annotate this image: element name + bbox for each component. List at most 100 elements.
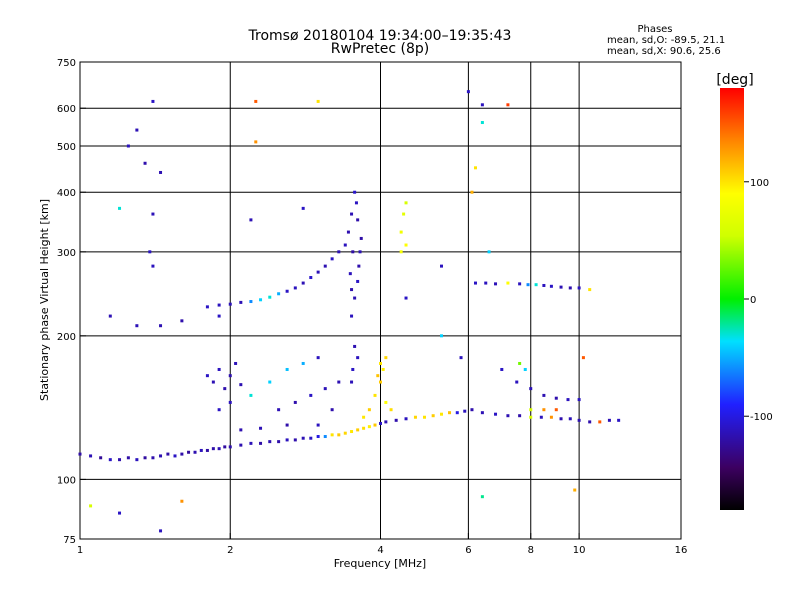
data-point — [573, 488, 577, 492]
data-point — [228, 302, 232, 306]
data-point — [357, 264, 361, 268]
data-point — [367, 408, 371, 412]
data-point — [466, 90, 470, 94]
data-point — [399, 250, 403, 254]
data-point — [346, 230, 350, 234]
data-point — [470, 408, 474, 412]
data-point — [285, 289, 289, 293]
data-point — [399, 230, 403, 234]
data-point — [337, 433, 341, 437]
data-point — [549, 284, 553, 288]
x-axis-label: Frequency [MHz] — [334, 557, 426, 570]
data-point — [234, 361, 238, 365]
data-point — [99, 456, 103, 460]
data-point — [518, 282, 522, 286]
data-point — [135, 128, 139, 132]
data-point — [494, 282, 498, 286]
data-point — [205, 305, 209, 309]
data-point — [381, 367, 385, 371]
data-point — [193, 450, 197, 454]
data-point — [337, 380, 341, 384]
data-point — [459, 356, 463, 360]
data-point — [394, 418, 398, 422]
data-point — [223, 445, 227, 449]
data-point — [135, 324, 139, 328]
data-point — [337, 250, 341, 254]
data-point — [448, 411, 452, 415]
data-point — [539, 415, 543, 419]
data-point — [431, 414, 435, 418]
data-point — [480, 121, 484, 125]
data-point — [350, 430, 354, 434]
colorbar-tick-label: 0 — [750, 295, 756, 306]
data-point — [277, 292, 281, 296]
y-axis-label: Stationary phase Virtual Height [km] — [38, 199, 51, 401]
data-point — [529, 408, 533, 412]
data-point — [211, 447, 215, 451]
phase-box-line1: mean, sd,O: -89.5, 21.1 — [607, 35, 725, 46]
data-point — [135, 458, 139, 462]
data-point — [353, 296, 357, 300]
data-point — [108, 314, 112, 318]
data-point — [577, 418, 581, 422]
data-point — [249, 441, 253, 445]
y-tick-label: 600 — [57, 104, 76, 115]
data-point — [151, 212, 155, 216]
data-point — [404, 296, 408, 300]
axis-ticks: 1 2 4 6 8 10 16 75 100 200 300 400 500 600 750 — [57, 58, 687, 556]
data-point — [205, 448, 209, 452]
data-point — [367, 425, 371, 429]
data-point — [577, 286, 581, 290]
data-point — [330, 257, 334, 261]
data-point — [148, 250, 152, 254]
data-point — [470, 190, 474, 194]
x-tick-label: 2 — [227, 545, 233, 556]
y-tick-label: 500 — [57, 142, 76, 153]
data-point — [350, 212, 354, 216]
data-point — [358, 250, 362, 254]
x-tick-label: 16 — [675, 545, 688, 556]
x-tick-label: 1 — [77, 545, 83, 556]
data-point — [359, 236, 363, 240]
data-point — [143, 456, 147, 460]
data-point — [559, 417, 563, 421]
data-point — [301, 436, 305, 440]
data-point — [323, 387, 327, 391]
data-point — [529, 387, 533, 391]
data-point — [422, 415, 426, 419]
data-point — [577, 398, 581, 402]
data-point — [542, 408, 546, 412]
data-point — [316, 270, 320, 274]
data-point — [268, 295, 272, 299]
data-point — [249, 218, 253, 222]
data-point — [249, 300, 253, 304]
data-point — [515, 380, 519, 384]
data-point — [404, 201, 408, 205]
data-point — [151, 99, 155, 103]
data-point — [356, 428, 360, 432]
data-point — [350, 314, 354, 318]
data-point — [126, 144, 130, 148]
data-point — [277, 408, 281, 412]
data-point — [494, 412, 498, 416]
data-point — [506, 281, 510, 285]
data-point — [316, 423, 320, 427]
data-point — [351, 367, 355, 371]
data-point — [389, 408, 393, 412]
data-point — [526, 283, 530, 287]
data-point — [239, 383, 243, 387]
data-point — [254, 99, 258, 103]
data-points — [78, 90, 621, 533]
y-tick-label: 300 — [57, 248, 76, 259]
data-point — [523, 367, 527, 371]
data-point — [228, 374, 232, 378]
x-tick-label: 4 — [377, 545, 383, 556]
data-point — [316, 99, 320, 103]
data-point — [373, 423, 377, 427]
data-point — [534, 283, 538, 287]
phase-box-line2: mean, sd,X: 90.6, 25.6 — [607, 46, 721, 57]
data-point — [277, 440, 281, 444]
data-point — [506, 103, 510, 107]
data-point — [440, 264, 444, 268]
